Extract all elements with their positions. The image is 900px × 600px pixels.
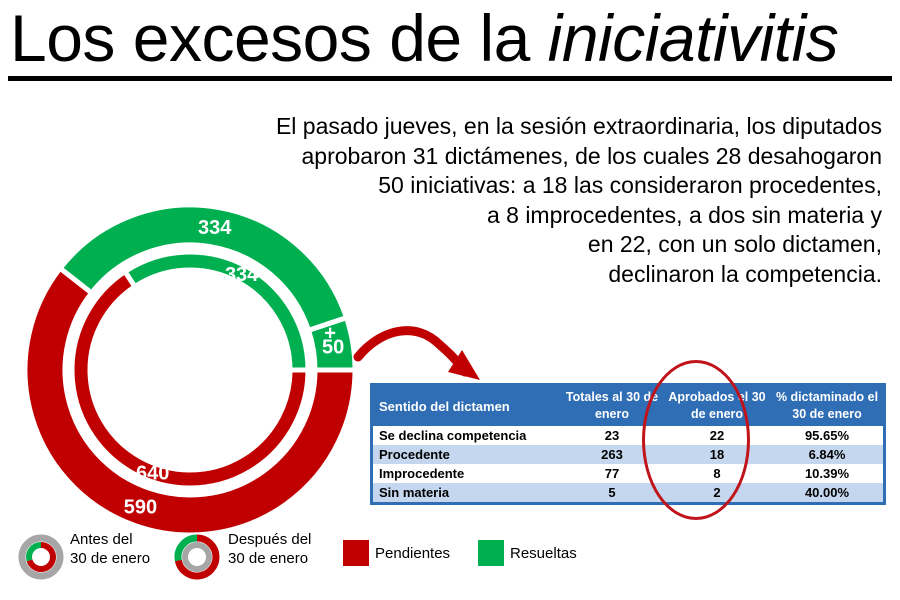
description-line: aprobaron 31 dictámenes, de los cuales 2…	[301, 142, 882, 169]
table-cell: Se declina competencia	[373, 426, 561, 445]
column-header: % dictaminado el 30 de enero	[771, 386, 883, 426]
table-cell: 2	[663, 483, 771, 502]
dictamen-table: Sentido del dictamen Totales al 30 de en…	[370, 383, 886, 505]
donut-plus-label: +	[324, 322, 336, 344]
description-line: declinaron la competencia.	[608, 260, 882, 287]
table-header-row: Sentido del dictamen Totales al 30 de en…	[373, 386, 883, 426]
title-main: Los excesos de la	[10, 1, 548, 75]
table-row: Procedente 263 18 6.84%	[373, 445, 883, 464]
description-line: a 8 improcedentes, a dos sin materia y	[486, 201, 882, 228]
legend-before-line: Antes del	[70, 531, 133, 548]
legend-before-line: 30 de enero	[70, 550, 151, 567]
table-cell: Sin materia	[373, 483, 561, 502]
donut-value-label: 334	[225, 264, 259, 286]
legend-before-icon	[18, 534, 64, 580]
donut-value-label: 50	[322, 337, 344, 359]
table-cell: Procedente	[373, 445, 561, 464]
legend-resolved-swatch	[478, 540, 504, 566]
table-row: Se declina competencia 23 22 95.65%	[373, 426, 883, 445]
table-cell: 263	[561, 445, 663, 464]
legend-pending-swatch	[343, 540, 369, 566]
donut-value-label: 590	[124, 496, 157, 518]
column-header: Totales al 30 de enero	[561, 386, 663, 426]
table-cell: Improcedente	[373, 464, 561, 483]
column-header: Sentido del dictamen	[373, 386, 561, 426]
legend-after-line: 30 de enero	[228, 550, 309, 567]
table-cell: 18	[663, 445, 771, 464]
table-cell: 5	[561, 483, 663, 502]
title-italic: iniciativitis	[547, 1, 839, 75]
donut-slice-outer-2	[305, 314, 358, 373]
donut-slice-inner-1	[121, 249, 311, 373]
legend-after-icon	[174, 534, 220, 580]
description-line: El pasado jueves, en la sesión extraordi…	[275, 113, 882, 139]
table-cell: 8	[663, 464, 771, 483]
description-line: 50 iniciativas: a 18 las consideraron pr…	[378, 172, 882, 198]
table-cell: 40.00%	[771, 483, 883, 502]
table-cell: 77	[561, 464, 663, 483]
table-cell: 95.65%	[771, 426, 883, 445]
donut-slice-outer-0	[22, 264, 358, 538]
legend-resolved-label: Resueltas	[510, 545, 577, 562]
donut-value-label: 334	[198, 217, 232, 239]
description: El pasado jueves, en la sesión extraordi…	[162, 112, 882, 289]
table-cell: 23	[561, 426, 663, 445]
table-row: Improcedente 77 8 10.39%	[373, 464, 883, 483]
title-rule	[8, 76, 892, 81]
legend-after-line: Después del	[228, 531, 312, 548]
legend-before: Antes del 30 de enero	[70, 530, 150, 568]
arrowhead-icon	[448, 350, 480, 380]
table-cell: 6.84%	[771, 445, 883, 464]
table-cell: 22	[663, 426, 771, 445]
table-cell: 10.39%	[771, 464, 883, 483]
description-line: en 22, con un solo dictamen,	[587, 231, 882, 257]
column-header: Aprobados el 30 de enero	[663, 386, 771, 426]
arrow-icon	[353, 326, 470, 377]
legend-pending-label: Pendientes	[375, 545, 451, 562]
donut-slice-outer-1	[56, 202, 350, 334]
legend-after: Después del 30 de enero	[228, 530, 311, 568]
page-title: Los excesos de la iniciativitis	[10, 0, 890, 76]
table-row: Sin materia 5 2 40.00%	[373, 483, 883, 502]
donut-value-label: 640	[136, 462, 169, 484]
